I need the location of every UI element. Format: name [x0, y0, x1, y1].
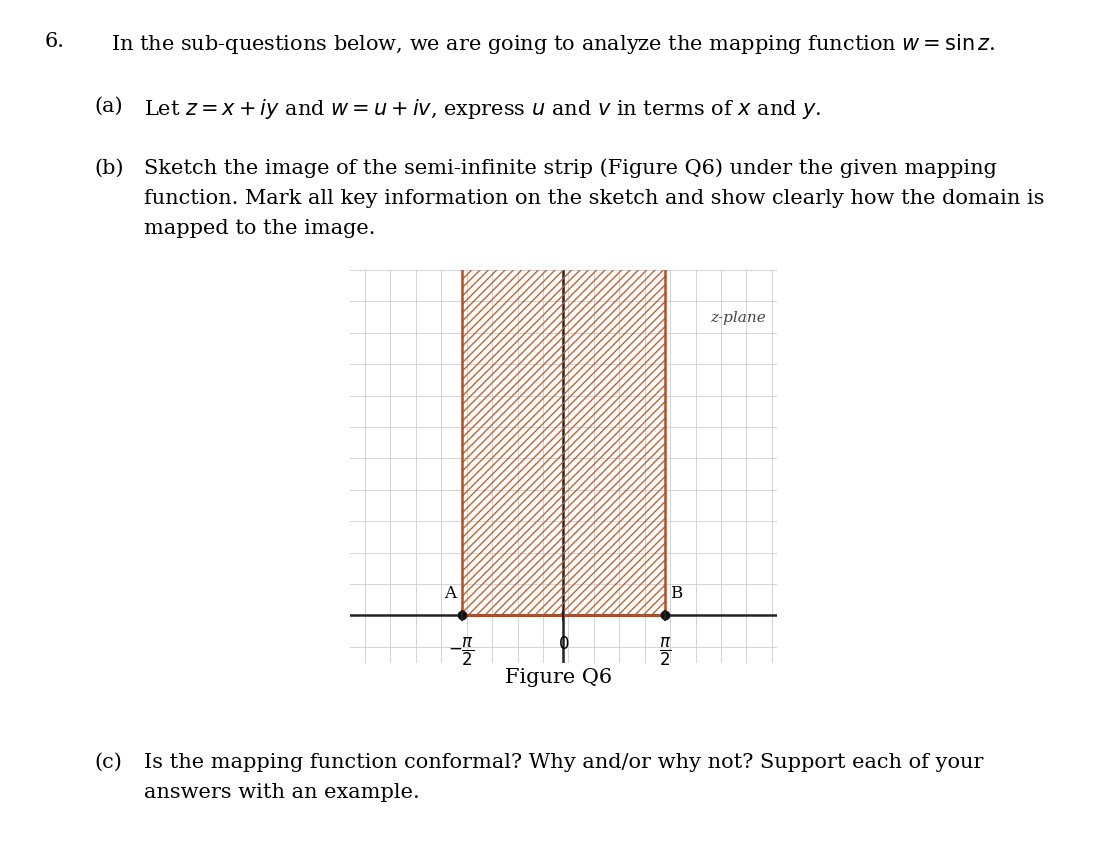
Text: mapped to the image.: mapped to the image. [144, 219, 376, 239]
Text: Figure Q6: Figure Q6 [505, 668, 612, 688]
Text: answers with an example.: answers with an example. [144, 783, 420, 803]
Text: $0$: $0$ [557, 636, 569, 652]
Text: 6.: 6. [44, 32, 64, 51]
Text: Let $z = x + iy$ and $w = u + iv$, express $u$ and $v$ in terms of $x$ and $y$.: Let $z = x + iy$ and $w = u + iv$, expre… [144, 97, 821, 121]
Text: B: B [670, 585, 683, 602]
Text: function. Mark all key information on the sketch and show clearly how the domain: function. Mark all key information on th… [144, 189, 1045, 208]
Text: Sketch the image of the semi-infinite strip (Figure Q6) under the given mapping: Sketch the image of the semi-infinite st… [144, 159, 997, 178]
Text: Is the mapping function conformal? Why and/or why not? Support each of your: Is the mapping function conformal? Why a… [144, 753, 983, 772]
Text: (a): (a) [94, 97, 123, 116]
Text: (b): (b) [94, 159, 124, 178]
Text: In the sub-questions below, we are going to analyze the mapping function $w = \s: In the sub-questions below, we are going… [111, 32, 996, 56]
Text: z-plane: z-plane [710, 311, 766, 325]
Text: A: A [444, 585, 456, 602]
Text: $\dfrac{\pi}{2}$: $\dfrac{\pi}{2}$ [659, 636, 672, 668]
Text: (c): (c) [94, 753, 122, 772]
Text: $-\dfrac{\pi}{2}$: $-\dfrac{\pi}{2}$ [448, 636, 475, 668]
